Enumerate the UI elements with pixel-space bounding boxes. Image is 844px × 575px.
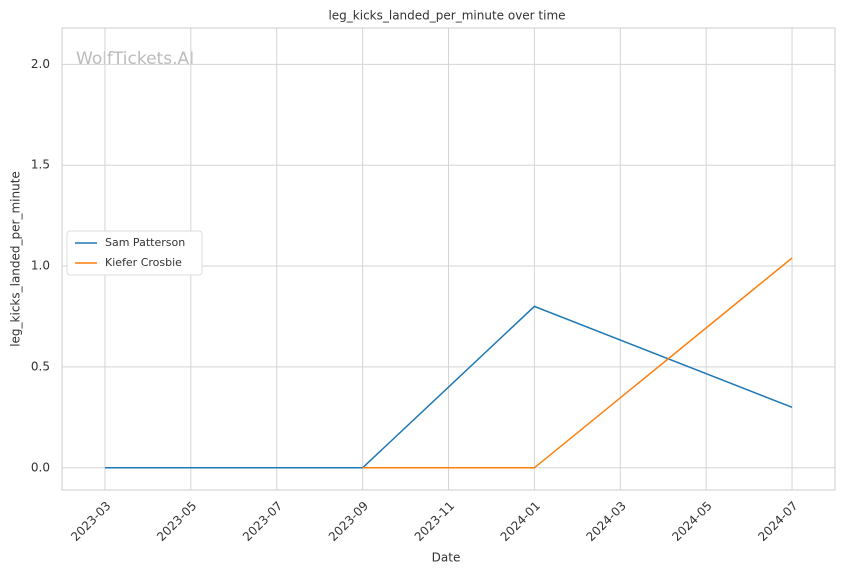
watermark: WolfTickets.AI xyxy=(76,49,194,69)
plot-frame xyxy=(61,27,836,491)
legend-label: Kiefer Crosbie xyxy=(105,256,182,269)
series-line xyxy=(104,305,793,469)
legend-box xyxy=(66,230,203,276)
y-tick-label: 0.0 xyxy=(31,460,50,474)
chart-title: leg_kicks_landed_per_minute over time xyxy=(328,9,565,23)
series-line xyxy=(362,257,793,469)
y-tick-label: 1.0 xyxy=(31,259,50,273)
y-tick-label: 0.5 xyxy=(31,359,50,373)
legend-label: Sam Patterson xyxy=(105,236,185,249)
y-tick-label: 1.5 xyxy=(31,158,50,172)
y-tick-label: 2.0 xyxy=(31,57,50,71)
y-axis-label: leg_kicks_landed_per_minute xyxy=(9,171,23,347)
x-axis-label: Date xyxy=(432,551,461,565)
